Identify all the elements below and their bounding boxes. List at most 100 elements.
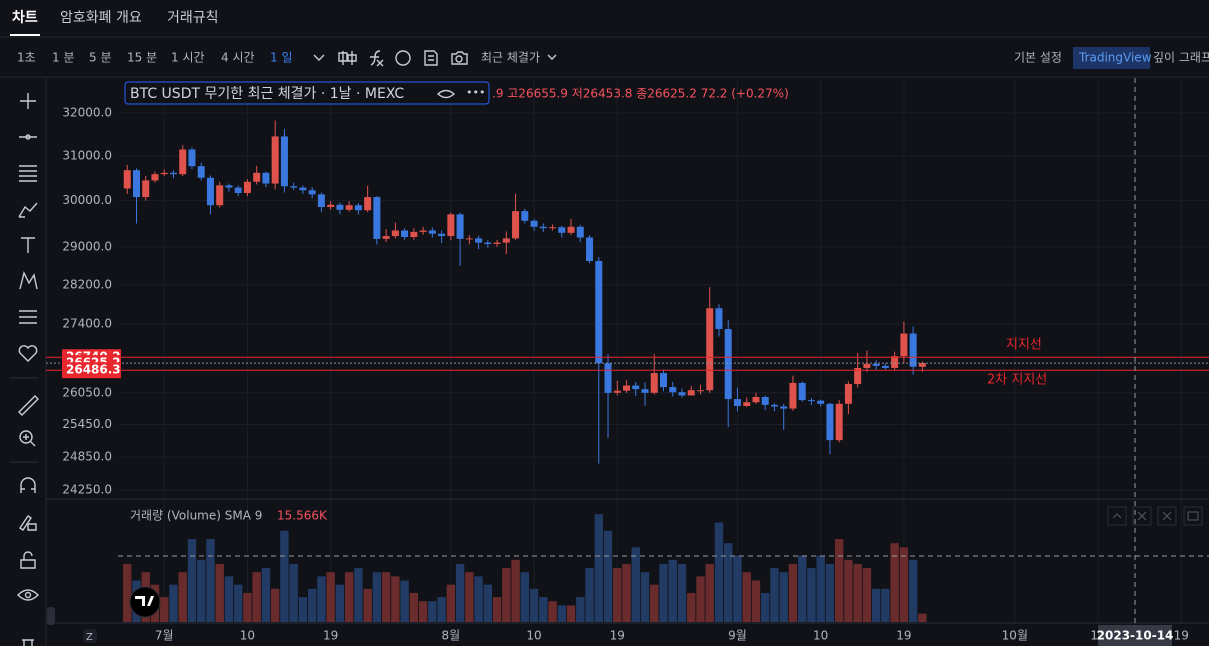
interval-active[interactable]: 1 일: [270, 51, 293, 65]
volume-bar: [224, 576, 234, 622]
volume-bar: [270, 588, 280, 622]
volume-bar: [307, 588, 317, 622]
forecast-tool[interactable]: [19, 310, 37, 324]
candle-body: [132, 170, 140, 198]
lock-drawing-tool[interactable]: [19, 515, 37, 531]
volume-bar: [677, 563, 687, 622]
y-tick-label: 29000.0: [62, 239, 112, 253]
template-icon[interactable]: [395, 50, 411, 66]
candle-body: [660, 373, 667, 388]
volume-bar: [576, 597, 585, 622]
delete-tool[interactable]: [22, 639, 34, 646]
volume-bar: [428, 601, 437, 622]
timezone-button[interactable]: [83, 629, 97, 643]
y-tick-label: 24850.0: [62, 449, 112, 463]
volume-bar: [557, 605, 566, 622]
volume-bar: [890, 543, 899, 622]
volume-bar: [816, 555, 825, 622]
volume-bar: [548, 601, 557, 622]
camera-icon[interactable]: [451, 51, 468, 65]
symbol-box[interactable]: [124, 81, 490, 105]
favorite-tool[interactable]: [18, 345, 38, 362]
candle-body: [142, 180, 150, 198]
candle-body: [197, 166, 205, 178]
lock-tool[interactable]: [20, 551, 36, 569]
y-tick-label: 31000.0: [62, 149, 112, 163]
volume-bar: [335, 584, 345, 622]
volume-bar: [566, 605, 576, 622]
candle-body: [826, 403, 834, 441]
interval[interactable]: 1 시간: [171, 51, 205, 65]
eye-icon[interactable]: [436, 89, 456, 99]
layout-icon[interactable]: [424, 50, 438, 66]
candle-type-icon[interactable]: [338, 51, 357, 65]
collapse-handle[interactable]: [47, 607, 55, 625]
magnet-tool[interactable]: [20, 477, 36, 493]
candle-body: [595, 260, 603, 364]
volume-bar: [483, 584, 493, 622]
indicator-icon[interactable]: [370, 50, 384, 67]
volume-bar: [871, 588, 881, 622]
candles: [123, 120, 926, 464]
fib-tool[interactable]: [19, 165, 37, 182]
candle-body: [169, 172, 177, 175]
volume-bar: [455, 563, 465, 622]
pattern-tool[interactable]: [19, 270, 38, 290]
tab[interactable]: 차트: [12, 10, 38, 26]
interval[interactable]: 1초: [17, 51, 36, 65]
candle-body: [465, 238, 473, 240]
volume-bar: [123, 563, 132, 622]
dropdown-icon[interactable]: [547, 54, 557, 60]
tab[interactable]: 거래규칙: [167, 10, 219, 26]
pane-button[interactable]: [1107, 506, 1127, 526]
candle-body: [216, 185, 224, 206]
dropdown-icon[interactable]: [313, 54, 325, 61]
line-tool[interactable]: [19, 134, 37, 140]
y-tick-label: 32000.0: [62, 105, 112, 119]
candle-body: [687, 390, 695, 396]
y-tick-label: 25450.0: [62, 417, 112, 431]
crosshair-tool[interactable]: [20, 93, 36, 109]
pane-button[interactable]: [1183, 506, 1203, 526]
visibility-tool[interactable]: [17, 589, 39, 601]
view-option[interactable]: 깊이 그래프: [1153, 51, 1209, 65]
x-tick-label: 19: [323, 629, 338, 643]
candle-body: [299, 187, 307, 191]
volume-bar: [724, 543, 733, 622]
interval[interactable]: 4 시간: [221, 51, 255, 65]
candle-body: [724, 329, 732, 400]
candle-body: [354, 205, 362, 211]
brush-tool[interactable]: [18, 202, 38, 218]
text-tool[interactable]: [21, 237, 35, 253]
y-tick-label: 26050.0: [62, 385, 112, 399]
volume-bar: [502, 568, 511, 622]
pane-button[interactable]: [1132, 506, 1152, 526]
price-type[interactable]: 최근 체결가: [481, 51, 540, 65]
candle-body: [438, 233, 446, 237]
candle-body: [872, 363, 880, 366]
candle-body: [206, 177, 214, 206]
more-icon[interactable]: •••: [466, 86, 485, 99]
volume-bar: [418, 601, 428, 622]
candle-body: [770, 404, 778, 407]
interval[interactable]: 5 분: [89, 51, 112, 65]
ruler-tool[interactable]: [18, 395, 39, 416]
view-option[interactable]: 기본 설정: [1014, 51, 1062, 65]
tab[interactable]: 암호화폐 개요: [60, 10, 142, 26]
volume-bar: [539, 597, 548, 622]
view-option-active[interactable]: TradingView: [1078, 51, 1152, 65]
interval[interactable]: 1 분: [52, 51, 75, 65]
volume-bar: [169, 584, 178, 622]
pane-button[interactable]: [1157, 506, 1177, 526]
candle-body: [391, 230, 399, 237]
candle-body: [336, 204, 344, 210]
zoom-tool[interactable]: [19, 430, 33, 444]
volume-bar: [197, 559, 206, 622]
x-tick-label: 19: [896, 629, 911, 643]
volume-bar: [668, 559, 677, 622]
volume-bar: [215, 563, 224, 622]
volume-bar: [788, 563, 798, 622]
candle-body: [909, 333, 917, 367]
interval[interactable]: 15 분: [127, 51, 157, 65]
